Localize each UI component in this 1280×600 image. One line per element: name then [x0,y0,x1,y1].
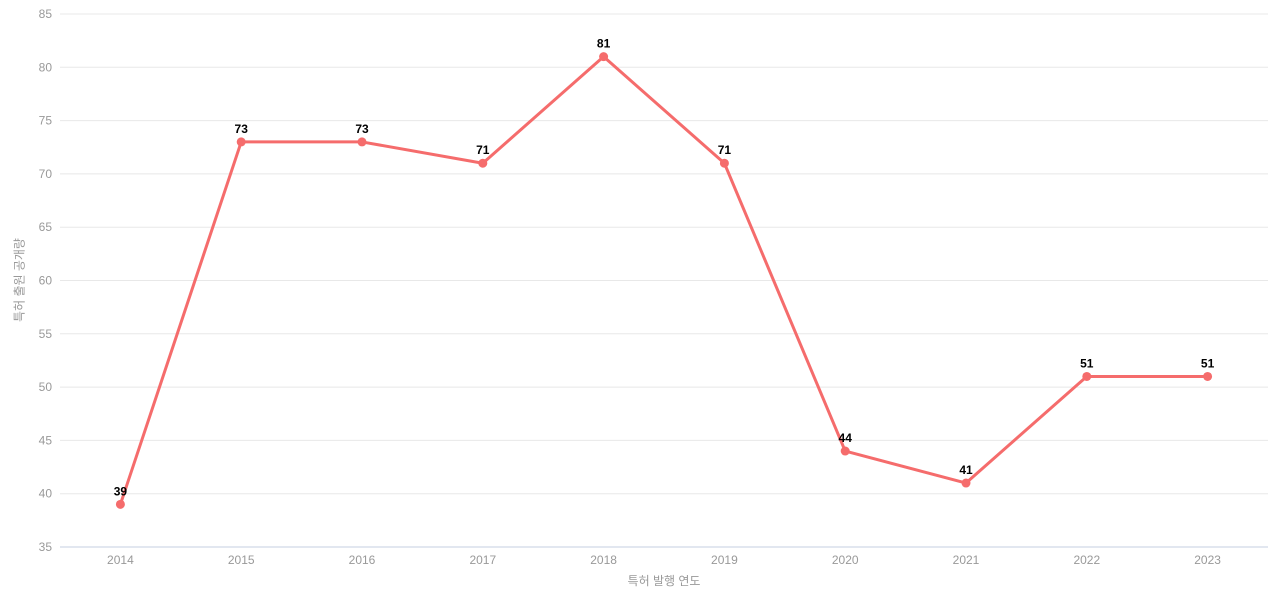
value-label: 41 [959,463,973,477]
value-label: 44 [839,431,853,445]
y-tick-label: 70 [39,167,53,181]
y-tick-label: 40 [39,487,53,501]
y-tick-label: 65 [39,220,53,234]
x-tick-label: 2018 [590,553,617,567]
data-point[interactable] [1082,371,1092,381]
y-tick-label: 50 [39,380,53,394]
data-point[interactable] [599,52,609,62]
y-tick-label: 80 [39,60,53,74]
x-tick-label: 2017 [469,553,496,567]
x-tick-label: 2021 [953,553,980,567]
x-tick-label: 2023 [1194,553,1221,567]
value-label: 71 [476,143,490,157]
data-point[interactable] [478,158,488,168]
y-tick-label: 75 [39,114,53,128]
data-point[interactable] [961,478,971,488]
data-line [118,55,1210,506]
x-tick-label: 2016 [349,553,376,567]
value-label: 51 [1201,356,1215,370]
y-tick-label: 35 [39,540,53,554]
y-tick-label: 55 [39,327,53,341]
x-tick-label: 2020 [832,553,859,567]
value-label: 71 [718,143,732,157]
data-point[interactable] [115,499,125,509]
value-label: 51 [1080,356,1094,370]
x-tick-label: 2015 [228,553,255,567]
x-tick-label: 2019 [711,553,738,567]
data-point[interactable] [357,137,367,147]
value-label: 73 [235,122,249,136]
data-point[interactable] [1203,371,1213,381]
x-tick-label: 2022 [1073,553,1100,567]
y-tick-label: 60 [39,274,53,288]
data-point[interactable] [236,137,246,147]
x-tick-label: 2014 [107,553,134,567]
data-point[interactable] [719,158,729,168]
y-tick-label: 85 [39,7,53,21]
value-label: 73 [355,122,369,136]
x-axis-title: 특허 발행 연도 [627,574,701,588]
value-label: 81 [597,37,611,51]
y-axis-title: 특허 출원 공개량 [12,238,27,322]
y-tick-label: 45 [39,433,53,447]
data-point[interactable] [840,446,850,456]
value-label: 39 [114,484,128,498]
